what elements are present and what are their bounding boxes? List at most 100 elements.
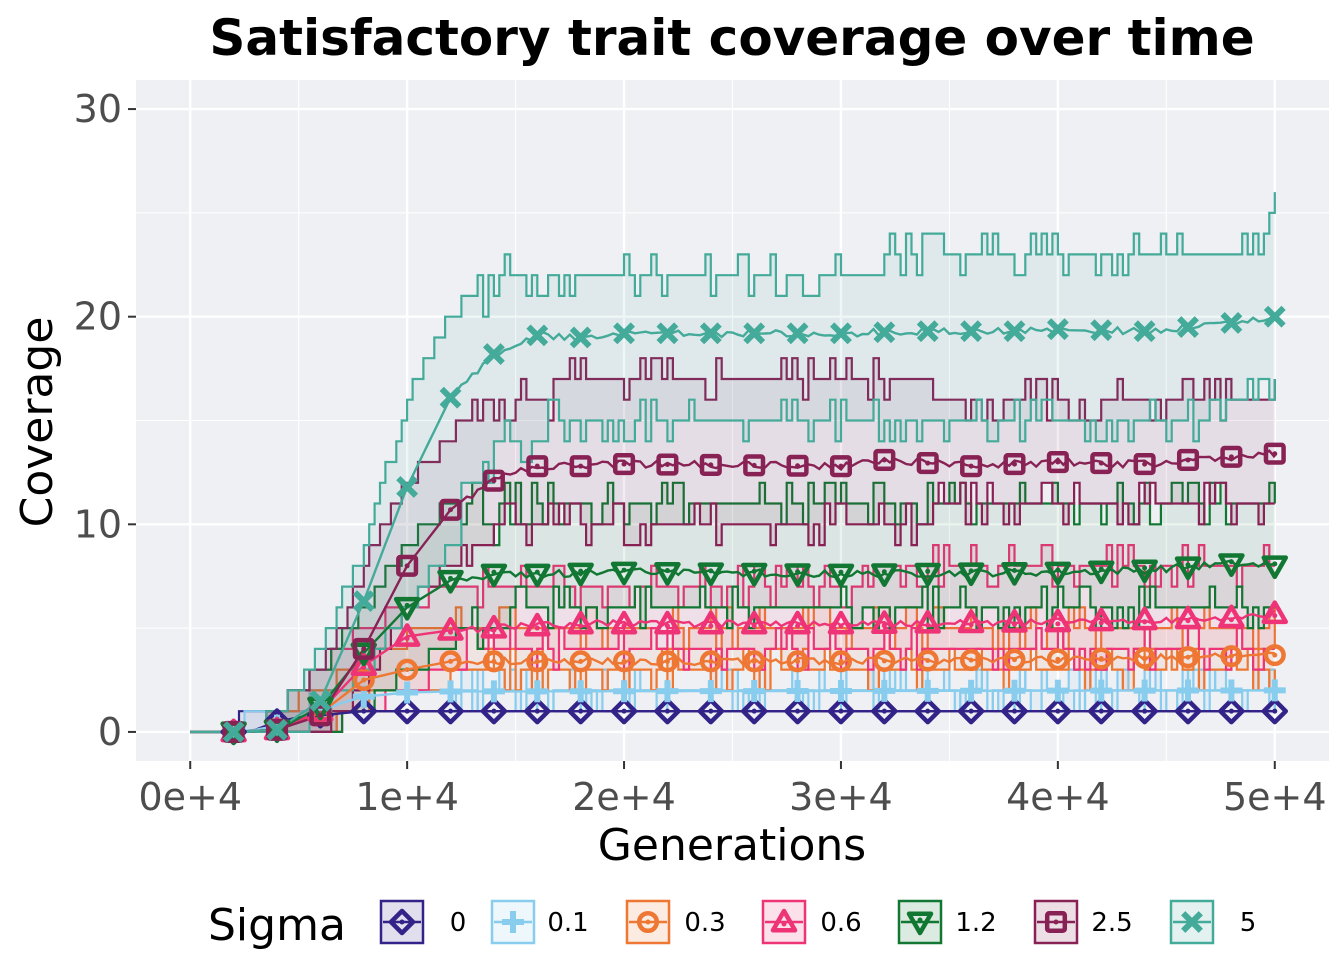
legend-marker-sigma-2.5	[1044, 910, 1068, 934]
marker-sigma-0.3	[786, 650, 809, 673]
marker-sigma-0.1	[873, 679, 896, 702]
marker-sigma-5	[699, 322, 722, 345]
marker-sigma-0.6	[610, 610, 638, 635]
marker-sigma-0.1	[526, 680, 549, 703]
marker-sigma-5	[613, 322, 635, 345]
marker-sigma-0.6	[350, 652, 378, 676]
marker-sigma-5	[396, 476, 419, 498]
marker-sigma-0.6	[480, 614, 508, 639]
marker-sigma-0.1	[482, 680, 505, 703]
legend-label-sigma-1.2: 1.2	[955, 908, 996, 938]
marker-sigma-0	[610, 697, 638, 725]
marker-sigma-2.5	[1133, 453, 1156, 476]
marker-sigma-2.5	[786, 454, 809, 477]
marker-sigma-2.5	[1263, 442, 1286, 465]
marker-sigma-0.1	[1090, 679, 1113, 702]
marker-sigma-1.2	[740, 562, 768, 587]
marker-sigma-2.5	[1003, 453, 1026, 476]
marker-sigma-2.5	[482, 469, 505, 492]
marker-sigma-0.3	[656, 650, 679, 673]
marker-sigma-1.2	[1087, 560, 1115, 585]
marker-sigma-5	[1046, 318, 1069, 341]
x-tick-label: 3e+4	[789, 775, 893, 819]
marker-sigma-5	[873, 321, 896, 344]
marker-sigma-5	[526, 324, 549, 347]
marker-sigma-1.2	[784, 563, 811, 587]
marker-sigma-0.6	[1131, 606, 1158, 631]
x-tick-label: 5e+4	[1223, 775, 1327, 819]
marker-sigma-5	[309, 689, 332, 712]
marker-sigma-0.6	[784, 610, 811, 635]
marker-sigma-2.5	[612, 453, 636, 476]
marker-sigma-0.6	[654, 610, 681, 635]
marker-sigma-5	[830, 322, 852, 345]
marker-sigma-2.5	[829, 455, 853, 478]
marker-sigma-5	[266, 718, 288, 741]
marker-sigma-1.2	[957, 562, 985, 587]
marker-sigma-5	[1133, 320, 1156, 343]
marker-sigma-0.3	[352, 668, 375, 692]
legend-key-sigma-5	[1169, 899, 1215, 945]
marker-sigma-0.1	[1003, 679, 1026, 702]
marker-sigma-0.1	[1133, 679, 1156, 702]
marker-sigma-0	[437, 697, 464, 725]
marker-sigma-0.1	[656, 680, 679, 703]
legend-marker-sigma-0	[388, 908, 416, 936]
marker-sigma-0	[784, 697, 811, 725]
marker-sigma-0.3	[829, 650, 853, 673]
marker-sigma-5	[1177, 316, 1199, 338]
legend-key-sigma-0.3	[625, 899, 671, 945]
marker-sigma-0.3	[916, 649, 939, 672]
marker-sigma-2.5	[396, 554, 419, 577]
marker-sigma-5	[916, 320, 939, 343]
marker-sigma-0.6	[1044, 608, 1072, 633]
marker-sigma-1.2	[567, 562, 594, 587]
marker-sigma-0.3	[1220, 645, 1243, 668]
band-upper-sigma-0.6	[190, 543, 1275, 734]
marker-sigma-0.1	[1046, 679, 1069, 702]
marker-sigma-0.1	[743, 680, 766, 703]
marker-sigma-0	[1044, 697, 1072, 725]
marker-sigma-1.2	[1174, 556, 1202, 581]
band-area-sigma-0.6	[190, 545, 1275, 732]
marker-sigma-0	[350, 697, 378, 725]
chart-title: Satisfactory trait coverage over time	[209, 9, 1254, 67]
marker-sigma-0.6	[567, 610, 594, 635]
band-upper-sigma-2.5	[190, 357, 1276, 734]
band-lower-sigma-1.2	[190, 585, 1275, 734]
marker-sigma-0.1	[916, 679, 939, 702]
marker-sigma-1.2	[480, 563, 508, 588]
marker-sigma-0.1	[1220, 679, 1243, 702]
legend-label-sigma-0: 0	[450, 908, 467, 938]
band-lower-sigma-5	[190, 377, 1276, 734]
marker-sigma-0	[957, 697, 985, 725]
marker-sigma-0	[1174, 697, 1202, 725]
legend-key-sigma-1.2	[897, 899, 943, 945]
marker-sigma-0	[1087, 697, 1115, 725]
marker-sigma-0.6	[957, 609, 985, 634]
marker-sigma-0.3	[1003, 648, 1026, 671]
marker-sigma-2.5	[960, 455, 983, 478]
marker-sigma-2.5	[1220, 445, 1243, 468]
marker-sigma-2.5	[1090, 452, 1113, 475]
marker-sigma-0.6	[1261, 600, 1289, 625]
marker-sigma-0.3	[743, 650, 766, 673]
marker-sigma-0.3	[526, 650, 549, 673]
legend-marker-sigma-5	[1181, 911, 1203, 933]
marker-sigma-0.3	[1176, 646, 1200, 669]
y-axis-title: Coverage	[12, 317, 63, 528]
y-tick-label: 20	[74, 295, 122, 339]
marker-sigma-1.2	[654, 561, 681, 586]
legend-marker-sigma-0.1	[502, 911, 524, 933]
marker-sigma-0.1	[699, 680, 722, 703]
legend-title: Sigma	[208, 900, 346, 951]
x-tick-label: 2e+4	[572, 775, 676, 819]
marker-sigma-0.6	[524, 612, 551, 637]
marker-sigma-0.6	[1174, 605, 1202, 630]
legend-key-sigma-2.5	[1033, 899, 1079, 945]
marker-sigma-0.3	[1263, 644, 1286, 667]
marker-sigma-2.5	[699, 453, 722, 476]
mean-line-sigma-5	[190, 313, 1276, 734]
marker-sigma-5	[1003, 320, 1026, 343]
marker-sigma-0	[567, 697, 594, 725]
